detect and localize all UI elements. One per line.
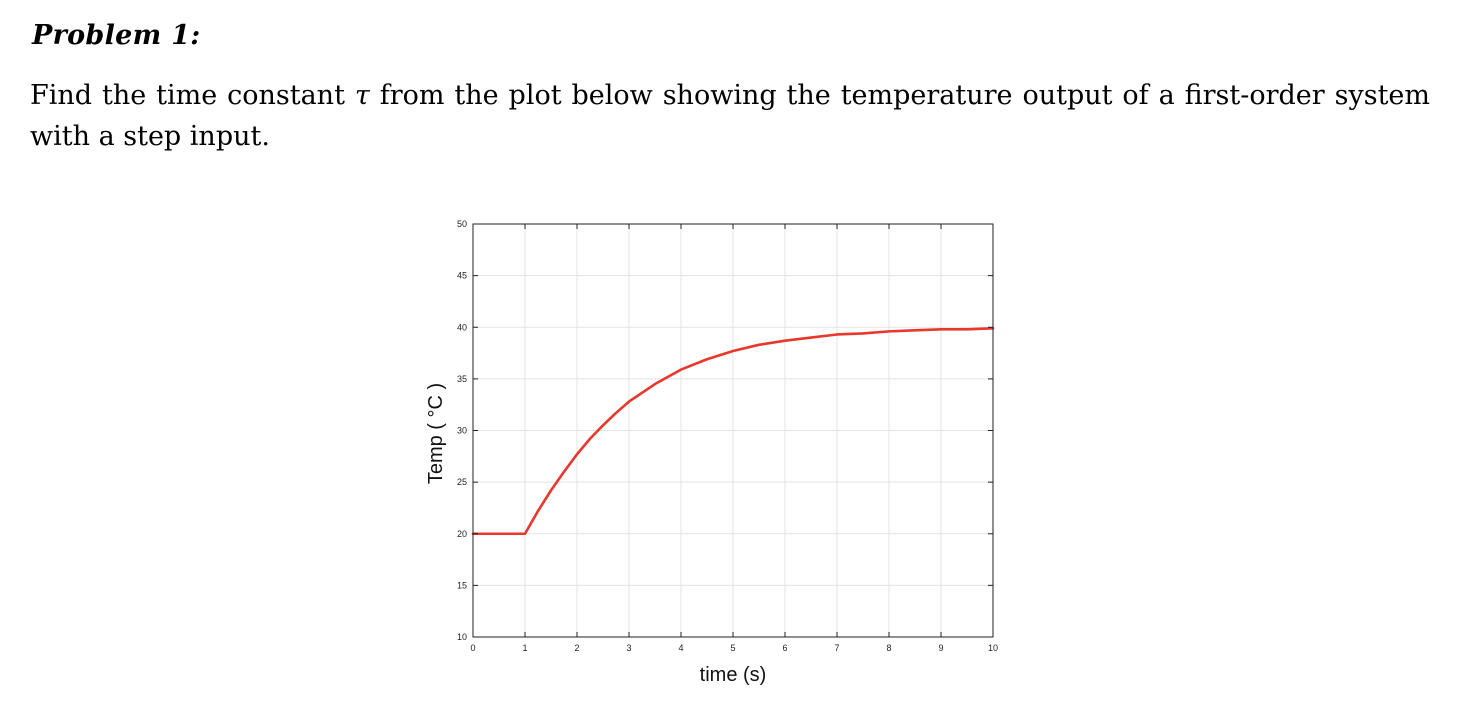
y-tick-label: 30 bbox=[457, 426, 467, 436]
y-tick-label: 40 bbox=[457, 322, 467, 332]
axes bbox=[472, 223, 994, 638]
y-tick-label: 10 bbox=[457, 632, 467, 642]
curve-layer bbox=[471, 326, 995, 536]
x-tick-labels: 0 1 2 3 4 5 6 7 8 9 10 bbox=[470, 643, 998, 653]
x-tick-label: 2 bbox=[574, 643, 579, 653]
y-tick-label: 35 bbox=[457, 374, 467, 384]
problem-text-part-2: from the plot below showing the temperat… bbox=[30, 80, 1430, 152]
x-tick-label: 10 bbox=[988, 643, 998, 653]
x-tick-label: 1 bbox=[522, 643, 527, 653]
x-tick-label: 6 bbox=[782, 643, 787, 653]
x-tick-label: 9 bbox=[938, 643, 943, 653]
x-tick-label: 4 bbox=[678, 643, 683, 653]
plot-frame bbox=[472, 223, 994, 638]
problem-heading: Problem 1: bbox=[32, 20, 201, 51]
y-axis-label: Temp ( °C ) bbox=[425, 383, 447, 484]
x-tick-label: 8 bbox=[886, 643, 891, 653]
y-tick-label: 45 bbox=[457, 271, 467, 281]
y-tick-labels: 10 15 20 25 30 35 40 45 50 bbox=[457, 219, 467, 642]
grid-lines bbox=[473, 224, 993, 637]
y-tick-label: 25 bbox=[457, 477, 467, 487]
tick-marks bbox=[472, 223, 994, 638]
problem-statement: Find the time constant τ from the plot b… bbox=[30, 75, 1430, 157]
x-tick-label: 7 bbox=[834, 643, 839, 653]
x-tick-label: 5 bbox=[730, 643, 735, 653]
problem-text-part-1: Find the time constant bbox=[30, 80, 355, 111]
x-tick-label: 3 bbox=[626, 643, 631, 653]
x-tick-label: 0 bbox=[470, 643, 475, 653]
tau-symbol: τ bbox=[354, 80, 370, 111]
temperature-curve bbox=[471, 326, 995, 536]
y-tick-label: 15 bbox=[457, 580, 467, 590]
y-tick-label: 20 bbox=[457, 529, 467, 539]
y-tick-label: 50 bbox=[457, 219, 467, 229]
x-axis-label: time (s) bbox=[700, 664, 767, 686]
